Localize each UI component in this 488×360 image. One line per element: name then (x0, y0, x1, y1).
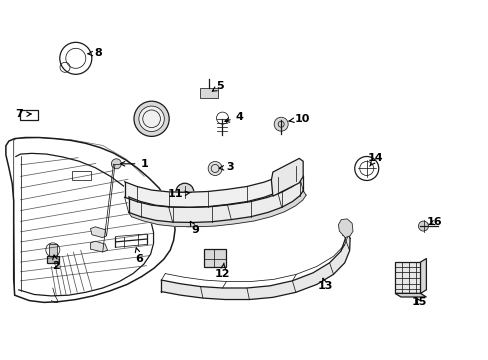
Circle shape (274, 117, 287, 131)
Text: 7: 7 (16, 109, 31, 120)
Bar (49, 244, 57, 258)
Text: 2: 2 (52, 255, 60, 271)
Text: 5: 5 (212, 81, 224, 91)
Polygon shape (90, 227, 106, 238)
Polygon shape (128, 191, 305, 227)
Text: 10: 10 (288, 114, 309, 124)
Circle shape (111, 159, 121, 169)
Circle shape (134, 101, 169, 136)
Bar (47, 256, 59, 263)
Polygon shape (271, 158, 303, 196)
Text: 4: 4 (224, 112, 243, 122)
Polygon shape (90, 241, 107, 252)
Polygon shape (420, 258, 426, 293)
Text: 6: 6 (135, 248, 143, 264)
Circle shape (208, 162, 222, 175)
Bar (20, 110, 38, 120)
Polygon shape (394, 293, 426, 297)
Circle shape (176, 183, 193, 201)
Circle shape (180, 211, 196, 227)
Polygon shape (394, 262, 420, 293)
Text: 3: 3 (219, 162, 233, 172)
Text: 15: 15 (411, 297, 427, 307)
Text: 9: 9 (190, 221, 199, 235)
Bar (72, 171, 91, 180)
Text: 14: 14 (367, 153, 383, 166)
Circle shape (418, 221, 427, 231)
Text: 11: 11 (167, 189, 189, 199)
Text: 16: 16 (426, 217, 441, 228)
Text: 8: 8 (88, 48, 102, 58)
Polygon shape (128, 176, 303, 222)
Text: 13: 13 (317, 278, 332, 291)
Text: 1: 1 (120, 159, 148, 169)
Bar (200, 88, 218, 98)
Polygon shape (124, 161, 299, 207)
Polygon shape (161, 229, 349, 300)
Text: 12: 12 (214, 263, 230, 279)
Polygon shape (338, 219, 352, 238)
Circle shape (139, 106, 164, 131)
Bar (204, 249, 226, 267)
